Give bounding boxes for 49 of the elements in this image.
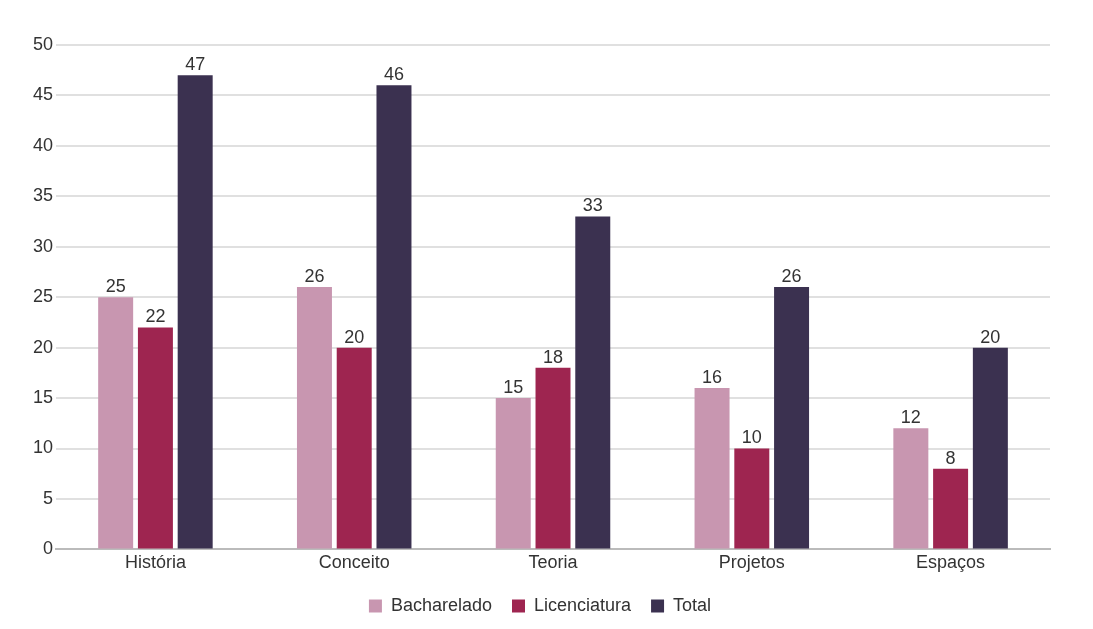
data-label: 10 [741, 427, 762, 448]
legend-label: Bacharelado [390, 594, 492, 615]
y-tick-label: 25 [32, 286, 54, 307]
data-label: 22 [145, 306, 166, 327]
bar [376, 85, 412, 549]
x-tick-label: Espaços [916, 552, 986, 573]
y-tick-label: 0 [43, 538, 54, 559]
data-label: 18 [543, 346, 564, 367]
y-tick-label: 45 [32, 84, 54, 105]
x-tick-label: Teoria [528, 552, 579, 573]
data-label: 20 [344, 326, 365, 347]
data-label: 15 [503, 377, 524, 398]
x-tick-label: Conceito [318, 552, 390, 573]
y-tick-label: 5 [43, 487, 54, 508]
y-tick-label: 50 [32, 33, 54, 54]
bar [972, 347, 1008, 549]
y-tick-label: 10 [32, 437, 54, 458]
data-label: 20 [980, 326, 1001, 347]
data-label: 46 [383, 64, 404, 85]
bar [177, 75, 213, 549]
y-tick-label: 30 [32, 235, 54, 256]
bar [495, 398, 531, 549]
y-tick-label: 20 [32, 336, 54, 357]
x-tick-label: Projetos [718, 552, 785, 573]
bar [933, 468, 969, 549]
data-label: 8 [945, 447, 956, 468]
bar [694, 387, 730, 549]
bar [774, 287, 810, 549]
y-tick-label: 35 [32, 185, 54, 206]
data-label: 26 [304, 266, 325, 287]
bar [575, 216, 611, 549]
y-tick-label: 15 [32, 387, 54, 408]
data-label: 25 [105, 276, 126, 297]
legend-label: Licenciatura [534, 594, 633, 615]
x-tick-label: História [124, 552, 187, 573]
bar [535, 367, 571, 549]
bar [734, 448, 770, 549]
bar [296, 287, 332, 549]
data-label: 47 [185, 54, 206, 75]
bar [137, 327, 173, 549]
legend-label: Total [673, 594, 712, 615]
data-label: 16 [702, 366, 723, 387]
data-label: 33 [582, 195, 603, 216]
data-label: 26 [781, 266, 802, 287]
y-tick-label: 40 [32, 134, 54, 155]
bar [893, 428, 929, 549]
data-label: 12 [900, 407, 921, 428]
bar [98, 297, 134, 549]
bar [336, 347, 372, 549]
